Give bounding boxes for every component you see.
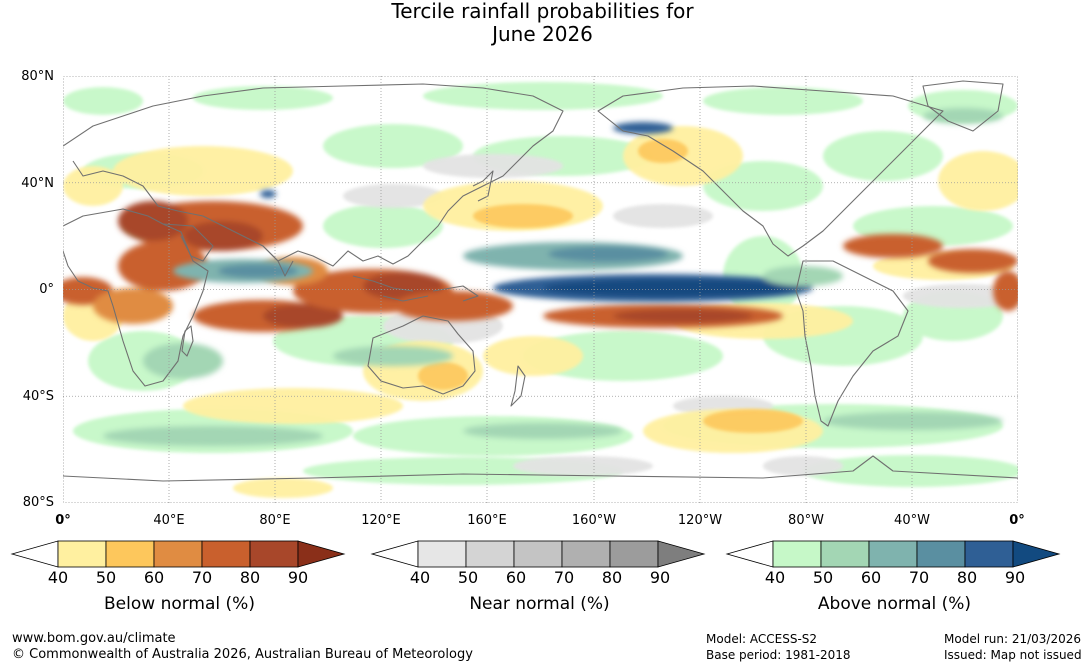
lon-label-160w: 160°W	[571, 513, 617, 528]
legend-tick: 60	[505, 568, 527, 587]
legend-tick: 90	[1004, 568, 1026, 587]
legend-swatch	[964, 540, 1014, 568]
above-normal-strong-regions	[103, 108, 1003, 446]
lon-label-40w: 40°W	[894, 513, 930, 528]
legend-swatch-high-end	[657, 540, 706, 568]
lon-label-80w: 80°W	[788, 513, 824, 528]
legend-tick: 80	[239, 568, 261, 587]
legend-tick: 50	[457, 568, 479, 587]
legend-tick: 40	[764, 568, 786, 587]
lat-label-80n: 80°N	[21, 69, 54, 84]
graticule	[63, 76, 1018, 503]
legend-tick: 40	[409, 568, 431, 587]
legend-tick: 90	[649, 568, 671, 587]
legend-tick: 80	[956, 568, 978, 587]
legend-swatch-low-end	[10, 540, 59, 568]
lon-label-120w: 120°W	[677, 513, 723, 528]
title-line-1: Tercile rainfall probabilities for	[391, 0, 694, 23]
legend-tick: 50	[812, 568, 834, 587]
lat-label-40n: 40°N	[21, 176, 54, 191]
legend-swatch-low-end	[725, 540, 774, 568]
legend-swatch	[916, 540, 966, 568]
legend-swatch	[772, 540, 822, 568]
legend-below-normal	[10, 540, 347, 568]
legend-title-below-normal: Below normal (%)	[104, 594, 255, 614]
legend-tick: 70	[553, 568, 575, 587]
legend-swatch	[201, 540, 251, 568]
lon-label-40e: 40°E	[153, 513, 185, 528]
legend-tick: 40	[47, 568, 69, 587]
lon-label-120e: 120°E	[361, 513, 401, 528]
legend-swatch	[105, 540, 155, 568]
legend-swatch	[609, 540, 659, 568]
below-normal-strong-regions	[63, 201, 1018, 332]
legend-above-normal	[725, 540, 1062, 568]
legend-swatch	[153, 540, 203, 568]
legend-title-above-normal: Above normal (%)	[817, 594, 972, 614]
footer-model-run: Model run: 21/03/2026	[944, 632, 1082, 646]
legend-tick: 80	[601, 568, 623, 587]
legend-swatch-high-end	[1012, 540, 1061, 568]
legend-swatch	[465, 540, 515, 568]
legend-swatch	[561, 540, 611, 568]
lat-label-0: 0°	[39, 282, 54, 297]
title-line-2: June 2026	[492, 22, 593, 46]
legend-tick: 70	[191, 568, 213, 587]
lat-label-80s: 80°S	[22, 495, 54, 510]
legend-near-normal	[370, 540, 707, 568]
legend-swatch	[820, 540, 870, 568]
legend-swatch	[249, 540, 299, 568]
footer-copyright: © Commonwealth of Australia 2026, Austra…	[12, 647, 473, 662]
legend-swatch-low-end	[370, 540, 419, 568]
legend-title-near-normal: Near normal (%)	[469, 594, 610, 614]
legend-tick: 90	[287, 568, 309, 587]
lon-label-0-left: 0°	[55, 513, 71, 528]
legend-tick: 50	[95, 568, 117, 587]
footer-model: Model: ACCESS-S2	[706, 632, 818, 646]
legend-tick: 60	[860, 568, 882, 587]
map-title: Tercile rainfall probabilities for June …	[0, 0, 1085, 46]
map-svg	[63, 76, 1018, 503]
below-normal-medium-regions	[418, 139, 803, 433]
legend-tick: 70	[908, 568, 930, 587]
lon-label-80e: 80°E	[259, 513, 291, 528]
legend-swatch	[417, 540, 467, 568]
legend-swatch-high-end	[297, 540, 346, 568]
legend-swatch	[57, 540, 107, 568]
legend-swatch	[513, 540, 563, 568]
legend-above-normal-bar	[725, 540, 1061, 568]
footer-base-period: Base period: 1981-2018	[706, 648, 851, 662]
legend-tick: 60	[143, 568, 165, 587]
footer-website: www.bom.gov.au/climate	[12, 631, 176, 646]
footer-issued: Issued: Map not issued	[944, 648, 1082, 662]
legend-near-normal-bar	[370, 540, 706, 568]
legend-below-normal-bar	[10, 540, 346, 568]
lon-label-0-right: 0°	[1009, 513, 1025, 528]
lat-label-40s: 40°S	[22, 389, 54, 404]
lon-label-160e: 160°E	[467, 513, 507, 528]
rainfall-probability-map	[63, 76, 1018, 503]
coastlines	[63, 80, 1018, 482]
legend-swatch	[868, 540, 918, 568]
